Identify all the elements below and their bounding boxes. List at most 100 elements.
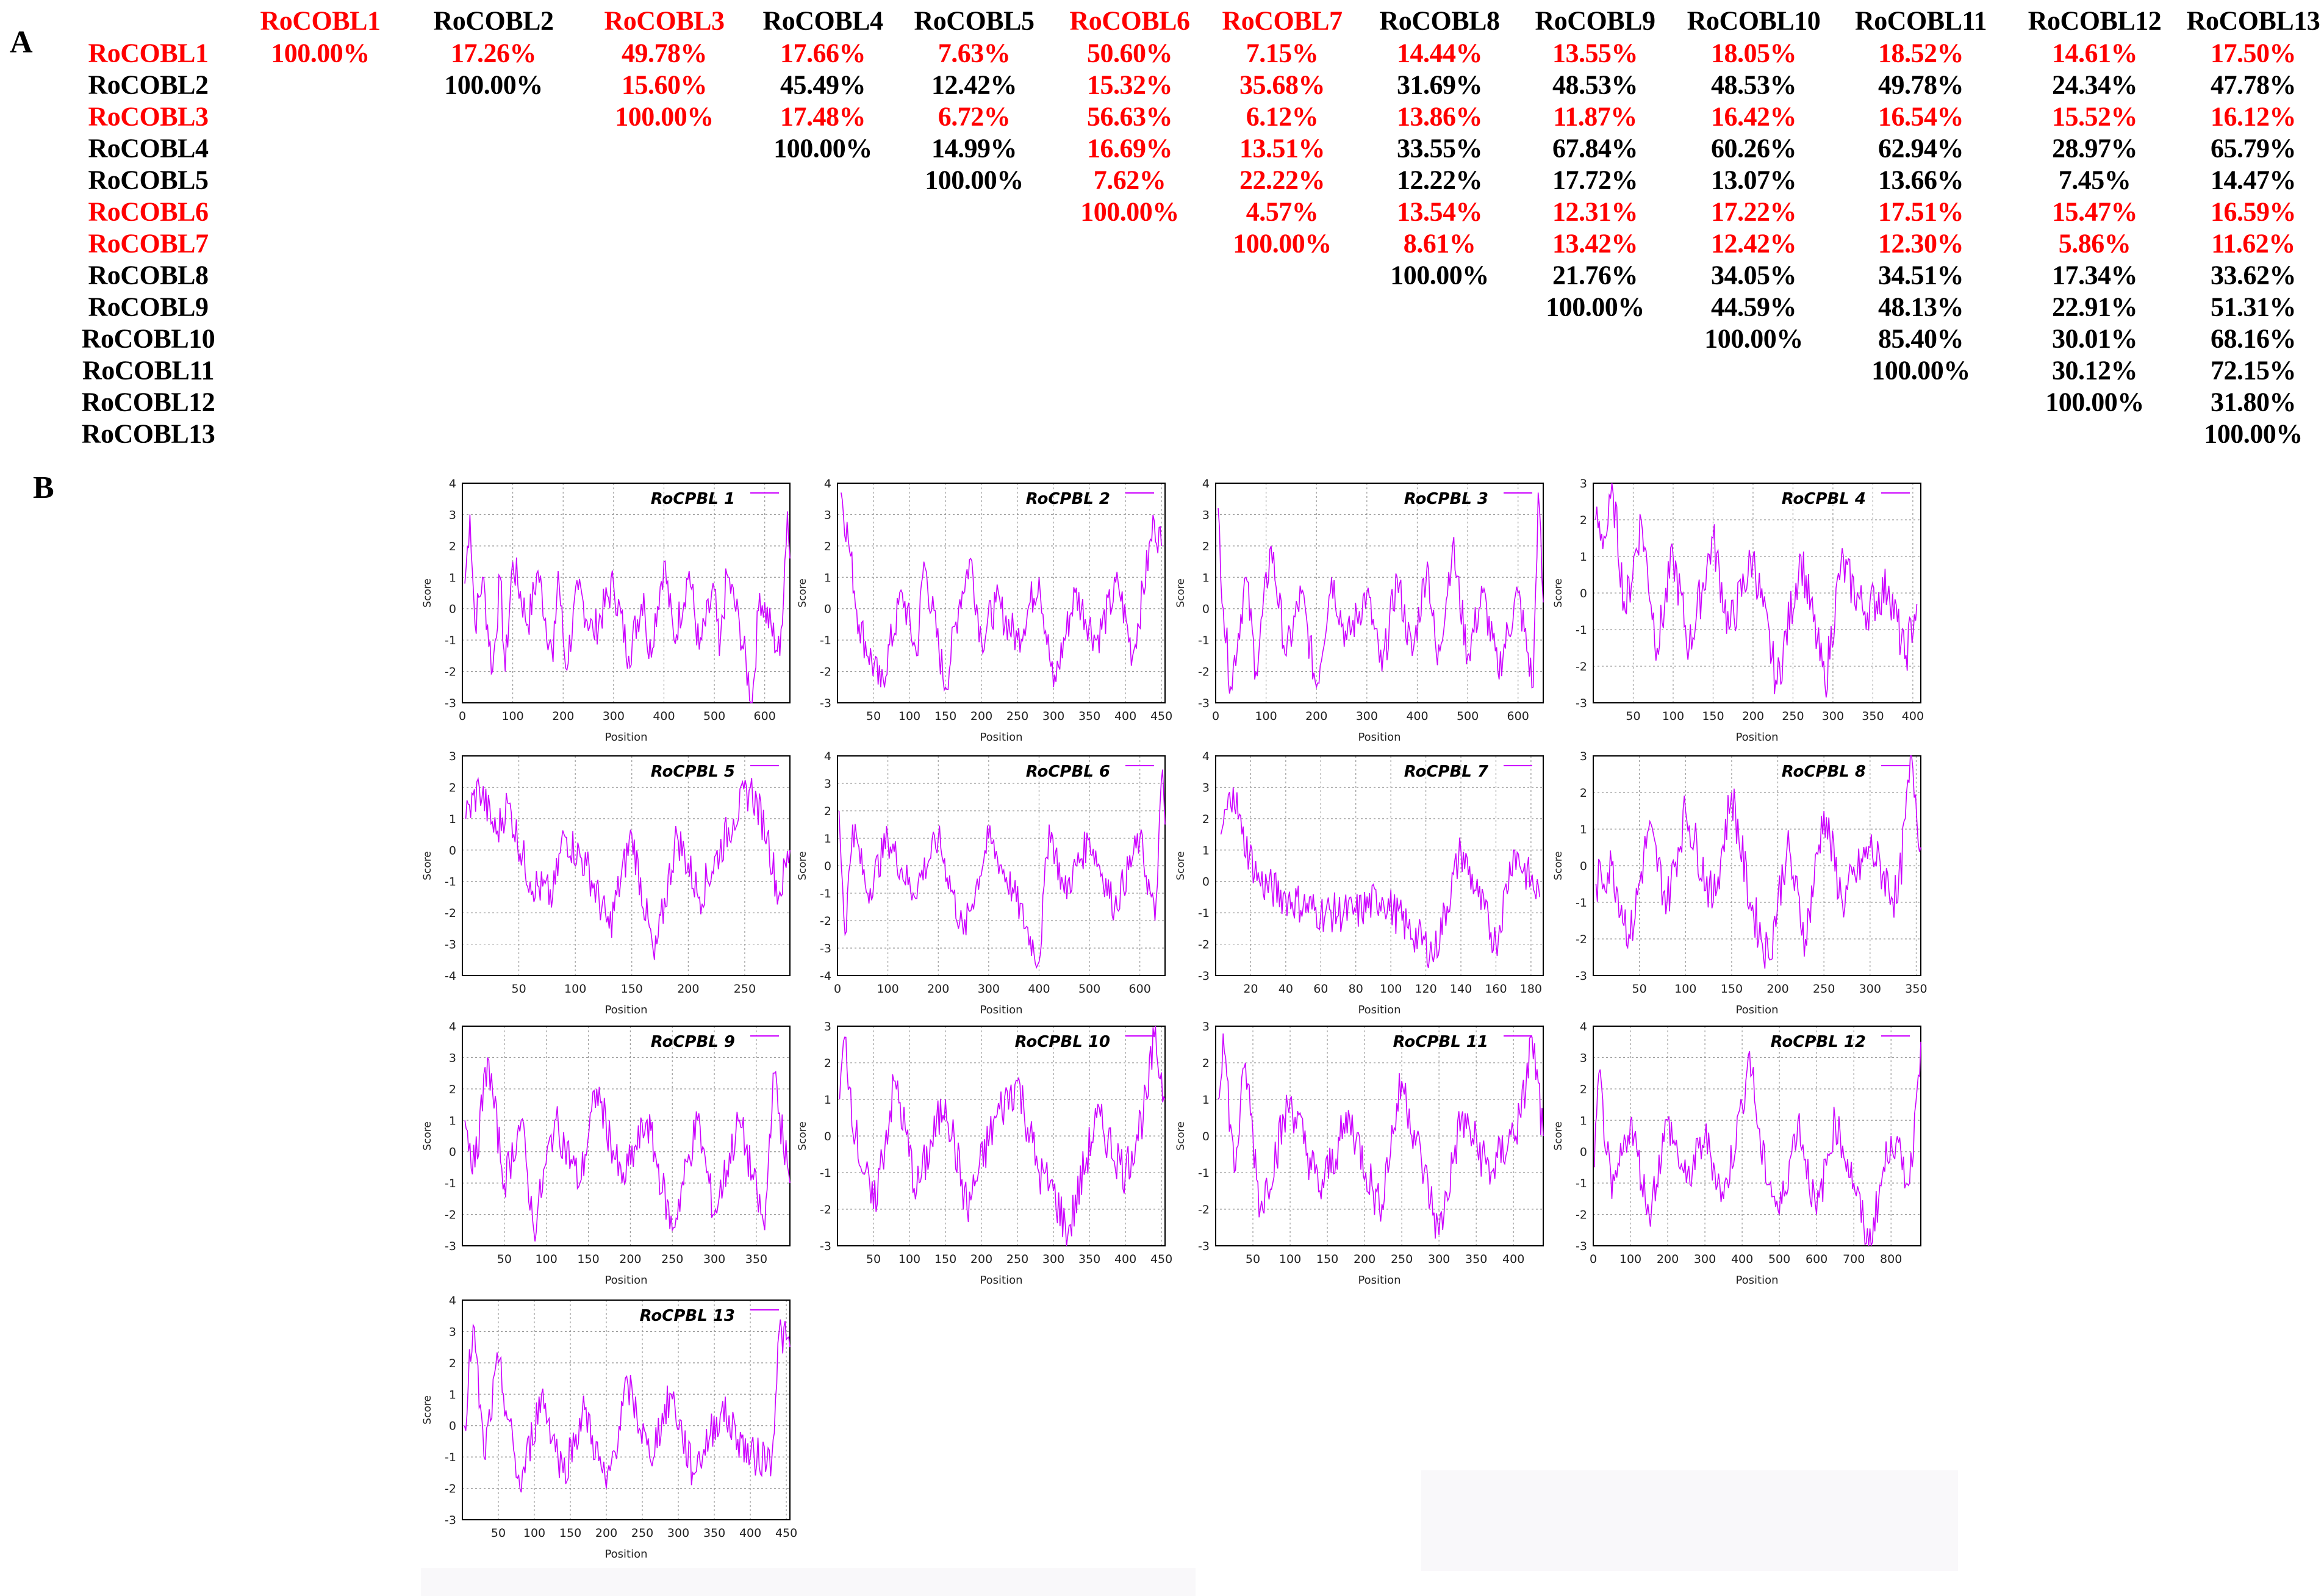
plot-title: RoCPBL 4 xyxy=(1782,490,1866,508)
identity-cell: 34.51% xyxy=(1878,260,1964,290)
x-tick-label: 800 xyxy=(1880,1253,1902,1266)
identity-cell: 30.12% xyxy=(2052,355,2138,386)
x-tick-label: 150 xyxy=(559,1526,581,1540)
y-axis-label: Score xyxy=(1175,578,1187,608)
score-line xyxy=(1595,483,1918,698)
y-tick-label: 3 xyxy=(449,1051,456,1065)
y-tick-label: -3 xyxy=(1198,697,1210,710)
x-tick-label: 100 xyxy=(1279,1253,1301,1266)
plot-title: RoCPBL 13 xyxy=(640,1307,735,1325)
score-line xyxy=(1218,1033,1544,1239)
x-axis-label: Position xyxy=(1358,731,1400,744)
y-tick-label: 3 xyxy=(1580,1051,1587,1065)
plot-title: RoCPBL 5 xyxy=(651,763,735,781)
y-axis-label: Score xyxy=(1552,578,1565,608)
x-tick-label: 200 xyxy=(1766,982,1788,996)
identity-cell: 17.66% xyxy=(780,38,866,68)
identity-cell: 100.00% xyxy=(1390,260,1489,290)
identity-cell: 13.42% xyxy=(1552,228,1638,259)
y-tick-label: -3 xyxy=(820,697,831,710)
y-tick-label: 4 xyxy=(1202,750,1210,763)
y-tick-label: 4 xyxy=(449,1020,456,1033)
plot-frame xyxy=(1593,483,1921,703)
y-tick-label: -2 xyxy=(445,1209,456,1222)
y-tick-label: -1 xyxy=(1576,624,1587,637)
y-tick-label: 2 xyxy=(824,1057,831,1070)
y-tick-label: 3 xyxy=(824,1020,831,1033)
y-tick-label: -2 xyxy=(1576,1209,1587,1222)
y-tick-label: -3 xyxy=(820,942,831,955)
identity-cell: 14.44% xyxy=(1397,38,1483,68)
identity-cell: 17.50% xyxy=(2211,38,2297,68)
y-tick-label: 3 xyxy=(449,1325,456,1339)
x-tick-label: 300 xyxy=(667,1526,689,1540)
column-header: RoCOBL5 xyxy=(914,5,1035,36)
identity-cell: 15.60% xyxy=(622,70,708,100)
identity-cell: 51.31% xyxy=(2211,292,2297,322)
y-tick-label: -1 xyxy=(820,1166,831,1180)
y-tick-label: -2 xyxy=(1198,666,1210,679)
identity-cell: 100.00% xyxy=(2045,387,2144,417)
y-tick-label: -3 xyxy=(1576,1240,1587,1253)
x-tick-label: 200 xyxy=(677,982,699,996)
x-tick-label: 350 xyxy=(1078,1253,1100,1266)
y-tick-label: 1 xyxy=(449,1114,456,1127)
plot-title: RoCPBL 12 xyxy=(1771,1033,1866,1051)
y-tick-label: 2 xyxy=(1580,786,1587,800)
x-tick-label: 50 xyxy=(1626,710,1640,723)
x-tick-label: 100 xyxy=(1662,710,1684,723)
identity-cell: 14.99% xyxy=(931,133,1017,164)
identity-cell: 28.97% xyxy=(2052,133,2138,164)
identity-cell: 13.66% xyxy=(1878,165,1964,195)
identity-cell: 13.55% xyxy=(1552,38,1638,68)
y-tick-label: 2 xyxy=(449,1083,456,1096)
row-label: RoCOBL12 xyxy=(81,387,215,417)
identity-cell: 16.54% xyxy=(1878,101,1964,132)
y-tick-label: -1 xyxy=(1198,634,1210,647)
x-tick-label: 200 xyxy=(970,710,992,723)
x-tick-label: 200 xyxy=(970,1253,992,1266)
x-tick-label: 100 xyxy=(501,710,523,723)
y-tick-label: 1 xyxy=(1580,550,1587,564)
y-tick-label: 1 xyxy=(1202,1093,1210,1107)
y-tick-label: 3 xyxy=(1202,781,1210,794)
identity-cell: 48.53% xyxy=(1552,70,1638,100)
y-tick-label: 2 xyxy=(1202,1057,1210,1070)
y-tick-label: -1 xyxy=(445,1177,456,1190)
column-header: RoCOBL13 xyxy=(2186,5,2320,36)
x-tick-label: 100 xyxy=(877,982,898,996)
x-tick-label: 200 xyxy=(1354,1253,1375,1266)
identity-cell: 8.61% xyxy=(1403,228,1476,259)
y-tick-label: 0 xyxy=(449,1146,456,1159)
hydropathy-plot: -4 -3 -2 -1 0 1 2 3 4 0 100 200 300 400 500 600 RoCPBL 6… xyxy=(797,750,1166,1016)
identity-cell: 31.69% xyxy=(1397,70,1483,100)
column-header: RoCOBL10 xyxy=(1687,5,1821,36)
row-label: RoCOBL3 xyxy=(88,101,209,132)
x-tick-label: 250 xyxy=(734,982,756,996)
y-tick-label: -2 xyxy=(820,666,831,679)
identity-cell: 44.59% xyxy=(1711,292,1797,322)
y-tick-label: -3 xyxy=(1576,969,1587,983)
x-tick-label: 100 xyxy=(1619,1253,1641,1266)
identity-cell: 12.31% xyxy=(1552,196,1638,227)
y-tick-label: 2 xyxy=(1580,514,1587,527)
x-axis-label: Position xyxy=(604,1274,647,1287)
x-tick-label: 400 xyxy=(739,1526,761,1540)
x-tick-label: 150 xyxy=(1316,1253,1338,1266)
identity-cell: 15.47% xyxy=(2052,196,2138,227)
plot-title: RoCPBL 6 xyxy=(1026,763,1110,781)
x-tick-label: 250 xyxy=(631,1526,653,1540)
identity-cell: 11.87% xyxy=(1553,101,1637,132)
x-tick-label: 0 xyxy=(1590,1253,1597,1266)
x-tick-label: 200 xyxy=(595,1526,617,1540)
column-header: RoCOBL2 xyxy=(433,5,554,36)
y-tick-label: -1 xyxy=(1576,896,1587,910)
identity-cell: 16.12% xyxy=(2211,101,2297,132)
x-tick-label: 300 xyxy=(1428,1253,1450,1266)
y-tick-label: -3 xyxy=(1576,697,1587,710)
identity-cell: 100.00% xyxy=(1233,228,1332,259)
column-header: RoCOBL1 xyxy=(260,5,381,36)
plot-title: RoCPBL 9 xyxy=(651,1033,735,1051)
x-tick-label: 350 xyxy=(1905,982,1927,996)
